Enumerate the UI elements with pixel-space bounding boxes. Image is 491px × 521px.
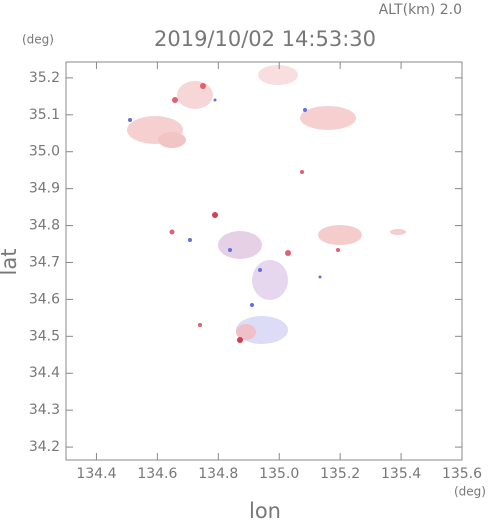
y-tick-label: 35.0: [29, 144, 60, 160]
altitude-label: ALT(km) 2.0: [379, 2, 462, 18]
y-tick-label: 35.2: [29, 70, 60, 86]
x-axis-label: lon: [249, 499, 281, 521]
plot-frame: [65, 61, 463, 461]
x-unit: (deg): [454, 485, 486, 499]
y-tick-label: 34.2: [29, 439, 60, 455]
x-tick-label: 135.0: [259, 466, 299, 482]
y-tick-label: 34.5: [29, 328, 60, 344]
x-tick-label: 135.6: [442, 466, 482, 482]
x-tick-label: 134.6: [137, 466, 177, 482]
x-tick-label: 134.8: [198, 466, 238, 482]
echoes: [127, 65, 406, 344]
y-unit: (deg): [22, 33, 54, 47]
x-tick-label: 134.4: [76, 466, 116, 482]
y-tick-label: 34.7: [29, 254, 60, 270]
y-tick-label: 34.4: [29, 365, 60, 381]
chart-title: 2019/10/02 14:53:30: [154, 27, 376, 51]
y-tick-label: 34.9: [29, 181, 60, 197]
y-tick-label: 34.6: [29, 291, 60, 307]
y-tick-label: 34.3: [29, 402, 60, 418]
x-tick-label: 135.4: [381, 466, 421, 482]
x-tick-label: 135.2: [320, 466, 360, 482]
y-tick-label: 35.1: [29, 107, 60, 123]
y-tick-label: 34.8: [29, 218, 60, 234]
y-axis-label: lat: [0, 249, 21, 276]
